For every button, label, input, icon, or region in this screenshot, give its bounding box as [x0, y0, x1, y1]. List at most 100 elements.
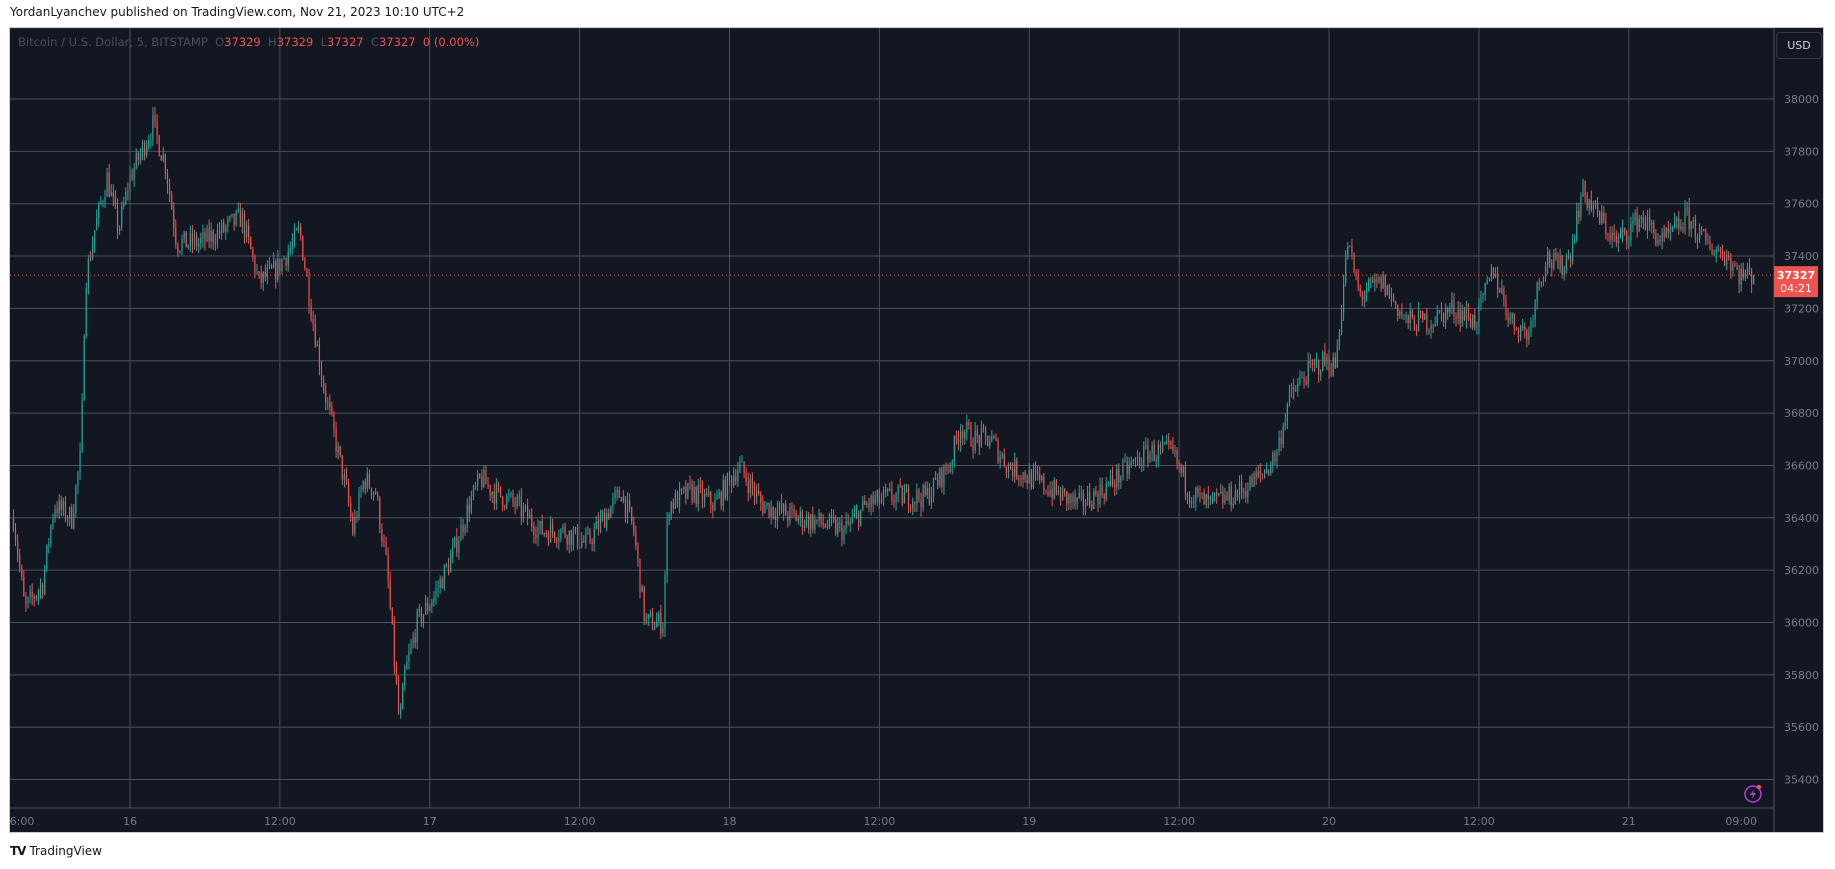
candle-up — [560, 529, 562, 539]
candle-down — [1330, 371, 1332, 376]
candle-down — [264, 271, 266, 278]
candle-down — [1216, 492, 1218, 496]
candle-up — [273, 260, 275, 268]
candle-down — [520, 496, 522, 517]
price-tick-label: 37400 — [1784, 250, 1819, 263]
candle-down — [1226, 495, 1228, 500]
candle-up — [572, 532, 574, 546]
candlestick-chart[interactable]: 35400 35600 35800 36000 36200 36400 36600 36800… — [10, 28, 1823, 832]
candle-down — [631, 507, 633, 522]
candle-down — [1159, 444, 1162, 449]
candle-down — [554, 532, 556, 540]
candle-up — [46, 545, 48, 569]
candle-down — [285, 258, 287, 266]
candle-down — [1515, 328, 1517, 330]
candle-down — [1026, 479, 1028, 484]
candle-up — [1565, 258, 1567, 269]
candle-down — [1524, 326, 1526, 331]
candle-up — [1338, 332, 1341, 346]
candle-up — [483, 470, 485, 488]
candle-down — [635, 531, 637, 546]
candle-down — [310, 305, 312, 320]
candle-up — [1405, 315, 1407, 317]
candle-up — [470, 497, 472, 513]
candle-up — [1099, 484, 1101, 505]
tradingview-logo-icon: TV — [10, 844, 27, 858]
candle-up — [404, 669, 406, 686]
candle-up — [1253, 473, 1255, 487]
candle-down — [381, 529, 383, 542]
candle-down — [1055, 480, 1057, 494]
candle-up — [277, 258, 279, 280]
candle-down — [695, 487, 697, 504]
candle-down — [1555, 253, 1557, 259]
candle-down — [833, 517, 835, 520]
candle-up — [1174, 449, 1176, 451]
candle-down — [320, 368, 323, 380]
candle-up — [1482, 294, 1484, 296]
candle-up — [1657, 239, 1659, 245]
candle-down — [589, 532, 591, 542]
candle-down — [1459, 309, 1461, 324]
candle-up — [766, 502, 768, 506]
candle-up — [649, 613, 652, 615]
currency-button[interactable]: USD — [1776, 32, 1822, 59]
candle-down — [787, 515, 789, 521]
candle-up — [316, 344, 318, 347]
candle-down — [164, 155, 166, 174]
lightning-icon[interactable] — [1744, 785, 1762, 803]
candle-down — [633, 521, 635, 532]
candle-down — [583, 540, 585, 542]
candle-down — [1742, 268, 1744, 278]
candle-down — [499, 486, 502, 497]
candle-down — [1178, 463, 1180, 465]
candle-up — [1301, 377, 1303, 379]
candle-up — [616, 489, 618, 493]
candle-up — [1191, 502, 1193, 504]
candle-down — [830, 514, 833, 518]
candle-up — [1671, 228, 1674, 230]
candle-down — [300, 226, 302, 236]
candle-up — [110, 192, 112, 197]
candle-down — [1467, 308, 1470, 319]
candle-up — [1143, 445, 1145, 466]
candle-up — [39, 584, 42, 592]
candle-down — [1615, 235, 1617, 243]
price-tick-label: 37800 — [1784, 145, 1819, 158]
candle-down — [468, 504, 470, 513]
candle-up — [231, 213, 233, 217]
candle-down — [1705, 231, 1707, 242]
candle-down — [1505, 300, 1507, 315]
candle-up — [818, 512, 820, 521]
candle-down — [1701, 228, 1703, 230]
candle-down — [318, 344, 321, 369]
candle-down — [1101, 484, 1103, 495]
low-label: L — [320, 35, 328, 49]
candle-up — [1630, 223, 1632, 241]
candle-down — [984, 428, 987, 436]
candle-up — [1122, 461, 1124, 478]
candle-down — [1407, 315, 1409, 324]
candle-up — [1594, 201, 1597, 207]
time-tick-label: 6:00 — [10, 815, 34, 828]
candle-up — [94, 230, 96, 245]
candle-down — [389, 580, 391, 608]
candle-down — [248, 225, 250, 238]
candle-up — [358, 492, 360, 518]
candle-up — [593, 529, 595, 545]
candle-down — [591, 541, 593, 545]
candle-down — [945, 465, 947, 471]
candle-up — [810, 514, 812, 530]
price-tick-label: 36000 — [1784, 617, 1819, 630]
candle-up — [37, 591, 40, 597]
candle-down — [502, 496, 504, 507]
candle-up — [662, 628, 664, 634]
candle-down — [514, 501, 516, 507]
candle-up — [1571, 241, 1574, 262]
candle-up — [181, 239, 183, 251]
candle-down — [16, 541, 19, 556]
candle-up — [1336, 345, 1338, 368]
candle-down — [643, 586, 645, 621]
chart-panel[interactable]: 35400 35600 35800 36000 36200 36400 36600 36800… — [9, 27, 1824, 833]
candle-up — [162, 155, 164, 161]
